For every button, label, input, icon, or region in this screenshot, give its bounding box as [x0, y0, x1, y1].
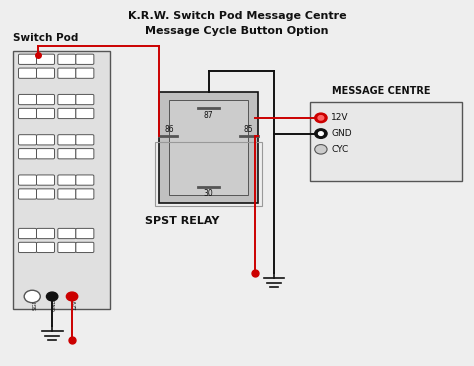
- FancyBboxPatch shape: [58, 135, 76, 145]
- FancyBboxPatch shape: [36, 189, 55, 199]
- FancyBboxPatch shape: [36, 149, 55, 159]
- Text: SGN: SGN: [32, 299, 37, 310]
- FancyBboxPatch shape: [76, 108, 94, 119]
- FancyBboxPatch shape: [18, 135, 36, 145]
- FancyBboxPatch shape: [36, 175, 55, 185]
- FancyBboxPatch shape: [36, 54, 55, 64]
- FancyBboxPatch shape: [18, 175, 36, 185]
- Bar: [169, 100, 248, 195]
- FancyBboxPatch shape: [58, 149, 76, 159]
- Bar: [13, 51, 110, 309]
- FancyBboxPatch shape: [76, 149, 94, 159]
- FancyBboxPatch shape: [18, 94, 36, 105]
- FancyBboxPatch shape: [58, 94, 76, 105]
- FancyBboxPatch shape: [18, 68, 36, 78]
- Text: GND: GND: [52, 298, 57, 311]
- FancyBboxPatch shape: [36, 94, 55, 105]
- Text: Message Cycle Button Option: Message Cycle Button Option: [145, 26, 329, 36]
- FancyBboxPatch shape: [36, 68, 55, 78]
- FancyBboxPatch shape: [36, 242, 55, 253]
- FancyBboxPatch shape: [18, 54, 36, 64]
- Circle shape: [319, 132, 323, 135]
- FancyBboxPatch shape: [76, 135, 94, 145]
- Circle shape: [24, 290, 40, 303]
- FancyBboxPatch shape: [76, 68, 94, 78]
- Circle shape: [315, 145, 327, 154]
- Text: Switch Pod: Switch Pod: [13, 33, 79, 43]
- FancyBboxPatch shape: [18, 108, 36, 119]
- FancyBboxPatch shape: [18, 189, 36, 199]
- Text: 86: 86: [164, 125, 174, 134]
- FancyBboxPatch shape: [58, 54, 76, 64]
- Circle shape: [318, 116, 324, 120]
- Bar: [159, 92, 258, 203]
- FancyBboxPatch shape: [18, 228, 36, 239]
- FancyBboxPatch shape: [76, 94, 94, 105]
- Text: CYC: CYC: [331, 145, 348, 154]
- FancyBboxPatch shape: [76, 242, 94, 253]
- Text: K.R.W. Switch Pod Message Centre: K.R.W. Switch Pod Message Centre: [128, 11, 346, 22]
- Bar: [310, 102, 462, 181]
- Bar: [155, 142, 262, 206]
- Circle shape: [46, 292, 58, 301]
- Text: SPST RELAY: SPST RELAY: [145, 216, 219, 226]
- FancyBboxPatch shape: [58, 242, 76, 253]
- Text: MESSAGE CENTRE: MESSAGE CENTRE: [332, 86, 430, 96]
- Text: 85: 85: [243, 125, 253, 134]
- FancyBboxPatch shape: [18, 149, 36, 159]
- Circle shape: [315, 129, 327, 138]
- FancyBboxPatch shape: [58, 68, 76, 78]
- FancyBboxPatch shape: [76, 175, 94, 185]
- Text: 30: 30: [204, 189, 213, 198]
- Text: GND: GND: [331, 129, 352, 138]
- Text: 12V: 12V: [72, 299, 77, 310]
- FancyBboxPatch shape: [76, 54, 94, 64]
- FancyBboxPatch shape: [58, 108, 76, 119]
- FancyBboxPatch shape: [76, 228, 94, 239]
- FancyBboxPatch shape: [36, 108, 55, 119]
- Circle shape: [315, 113, 327, 123]
- FancyBboxPatch shape: [18, 242, 36, 253]
- FancyBboxPatch shape: [58, 189, 76, 199]
- FancyBboxPatch shape: [36, 135, 55, 145]
- FancyBboxPatch shape: [36, 228, 55, 239]
- FancyBboxPatch shape: [58, 228, 76, 239]
- Text: 87: 87: [204, 111, 213, 120]
- FancyBboxPatch shape: [76, 189, 94, 199]
- Text: 12V: 12V: [331, 113, 349, 122]
- Circle shape: [66, 292, 78, 301]
- FancyBboxPatch shape: [58, 175, 76, 185]
